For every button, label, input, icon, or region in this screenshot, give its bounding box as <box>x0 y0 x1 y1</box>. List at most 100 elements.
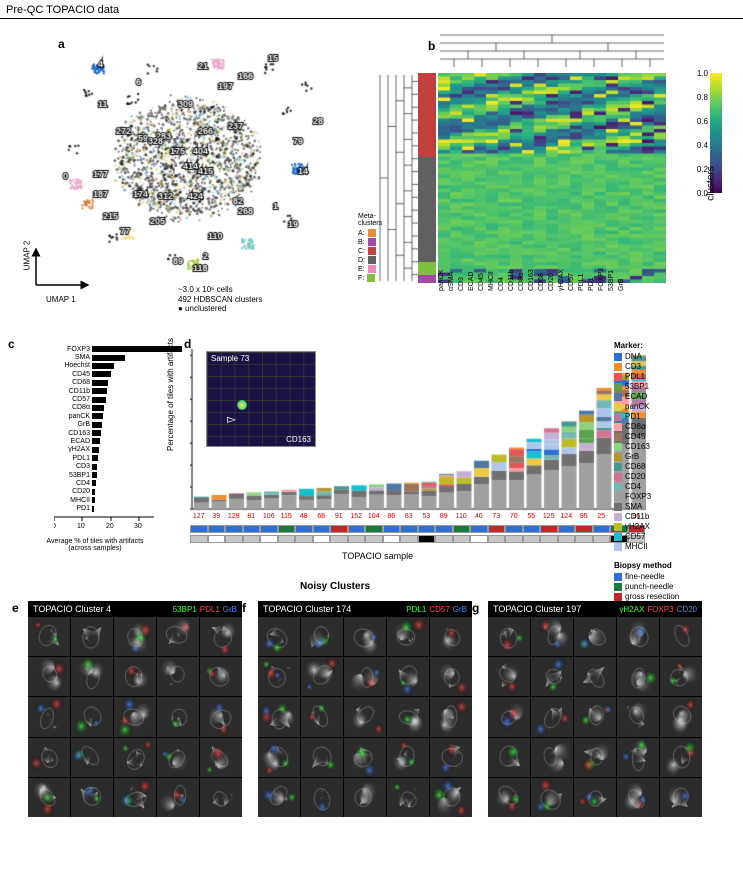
c-bar-label: CD57 <box>54 396 92 403</box>
marker-legend-title: Marker: <box>614 341 738 350</box>
c-bar-label: CD3 <box>54 463 92 470</box>
noisy-cell <box>617 617 659 656</box>
c-bar <box>92 422 102 428</box>
heatmap-xlabel: CD57 <box>568 281 575 291</box>
d-sample-label: 124 <box>558 513 576 520</box>
biopsy-row-cell <box>523 525 541 533</box>
biopsy-row <box>190 525 645 534</box>
heatmap-canvas <box>438 73 666 283</box>
noisy-cell <box>71 738 113 777</box>
d-sample-label: 106 <box>260 513 278 520</box>
noisy-cell <box>114 778 156 817</box>
response-row-cell <box>505 535 523 543</box>
heatmap-xlabel: FOXP3 <box>598 281 605 291</box>
response-row-cell <box>365 535 383 543</box>
c-x-label: Average % of tiles with artifacts (acros… <box>30 538 160 553</box>
noisy-marker-label: PDL1 <box>406 605 426 614</box>
noisy-head: TOPACIO Cluster 453BP1PDL1GrB <box>28 601 242 617</box>
noisy-panel-g: gTOPACIO Cluster 197γH2AXFOXP3CD20 <box>488 601 702 817</box>
noisy-cell <box>574 778 616 817</box>
noisy-cell <box>488 778 530 817</box>
noisy-cell <box>617 657 659 696</box>
noisy-marker-label: CD20 <box>677 605 697 614</box>
d-x-labels: 1273912881106115486691152104868353891104… <box>190 513 645 520</box>
biopsy-legend-row: gross resection <box>614 592 738 601</box>
d-sample-label: 128 <box>225 513 243 520</box>
noisy-cell <box>660 778 702 817</box>
marker-legend-row: PD1 <box>614 412 738 421</box>
heatmap-x-labels: panCKαSMACD3ECADCD45MHCIICD4CD11bCD8αCD1… <box>438 285 628 292</box>
d-sample-label: 73 <box>488 513 506 520</box>
biopsy-row-cell <box>190 525 208 533</box>
noisy-cell <box>488 657 530 696</box>
meta-legend-row: E: <box>358 265 382 273</box>
d-sample-label: 104 <box>365 513 383 520</box>
marker-legend-row: SMA <box>614 502 738 511</box>
biopsy-row-cell <box>540 525 558 533</box>
noisy-cell <box>531 697 573 736</box>
noisy-cell <box>200 778 242 817</box>
noisy-cell <box>114 738 156 777</box>
d-sample-label: 127 <box>190 513 208 520</box>
response-row-cell <box>488 535 506 543</box>
noisy-cell <box>488 697 530 736</box>
noisy-cell <box>387 657 429 696</box>
c-bar <box>92 397 106 403</box>
response-row-cell <box>453 535 471 543</box>
noisy-cell <box>430 697 472 736</box>
response-row-cell <box>523 535 541 543</box>
c-bar-label: CD11b <box>54 388 92 395</box>
marker-legend-row: ECAD <box>614 392 738 401</box>
c-bar-label: panCK <box>54 413 92 420</box>
d-sample-label: 125 <box>540 513 558 520</box>
c-bar-label: ECAD <box>54 438 92 445</box>
meta-legend: Meta- clusters A:B:C:D:E:F: <box>358 213 382 283</box>
noisy-cell <box>574 657 616 696</box>
marker-legend-row: panCK <box>614 402 738 411</box>
c-bar <box>92 447 99 453</box>
d-meta-rows <box>190 525 645 545</box>
d-sample-label: 89 <box>435 513 453 520</box>
marker-legend-row: CD20 <box>614 472 738 481</box>
heatmap-xlabel: CD4 <box>498 281 505 291</box>
noisy-grid <box>258 617 472 817</box>
colorbar-tick: 0.4 <box>697 141 708 165</box>
marker-legend-row: CD11b <box>614 512 738 521</box>
marker-legend-row: CD57 <box>614 532 738 541</box>
noisy-marker-label: PDL1 <box>200 605 220 614</box>
noisy-cell <box>114 657 156 696</box>
heatmap-xlabel: CD163 <box>528 281 535 291</box>
legend-line-2: ● unclustered <box>178 304 262 314</box>
c-bar-label: CD45 <box>54 371 92 378</box>
biopsy-legend: Biopsy method fine-needlepunch-needlegro… <box>614 561 738 601</box>
d-x-title: TOPACIO sample <box>342 551 413 561</box>
noisy-cell <box>28 778 70 817</box>
response-row-cell <box>313 535 331 543</box>
c-bar <box>92 489 95 495</box>
response-row-cell <box>418 535 436 543</box>
c-bar-label: CD8α <box>54 404 92 411</box>
response-row-cell <box>295 535 313 543</box>
noisy-cell <box>430 617 472 656</box>
c-bar <box>92 464 97 470</box>
panel-f-label: f <box>242 601 246 615</box>
noisy-cell <box>157 778 199 817</box>
noisy-cell <box>71 778 113 817</box>
noisy-cell <box>258 657 300 696</box>
noisy-cell <box>660 657 702 696</box>
marker-legend-row: PDL1 <box>614 372 738 381</box>
meta-column <box>418 73 436 283</box>
response-row-cell <box>243 535 261 543</box>
noisy-marker-label: GrB <box>453 605 467 614</box>
meta-legend-row: A: <box>358 229 382 237</box>
noisy-panel-f: fTOPACIO Cluster 174PDL1CD57GrB <box>258 601 472 817</box>
biopsy-row-cell <box>593 525 611 533</box>
response-row-cell <box>435 535 453 543</box>
noisy-cell <box>531 778 573 817</box>
noisy-cell <box>617 738 659 777</box>
d-sample-label: 115 <box>278 513 296 520</box>
biopsy-legend-title: Biopsy method <box>614 561 738 570</box>
panel-g-label: g <box>472 601 479 615</box>
noisy-cell <box>387 778 429 817</box>
c-axis: 0 10 20 30 <box>54 515 154 529</box>
